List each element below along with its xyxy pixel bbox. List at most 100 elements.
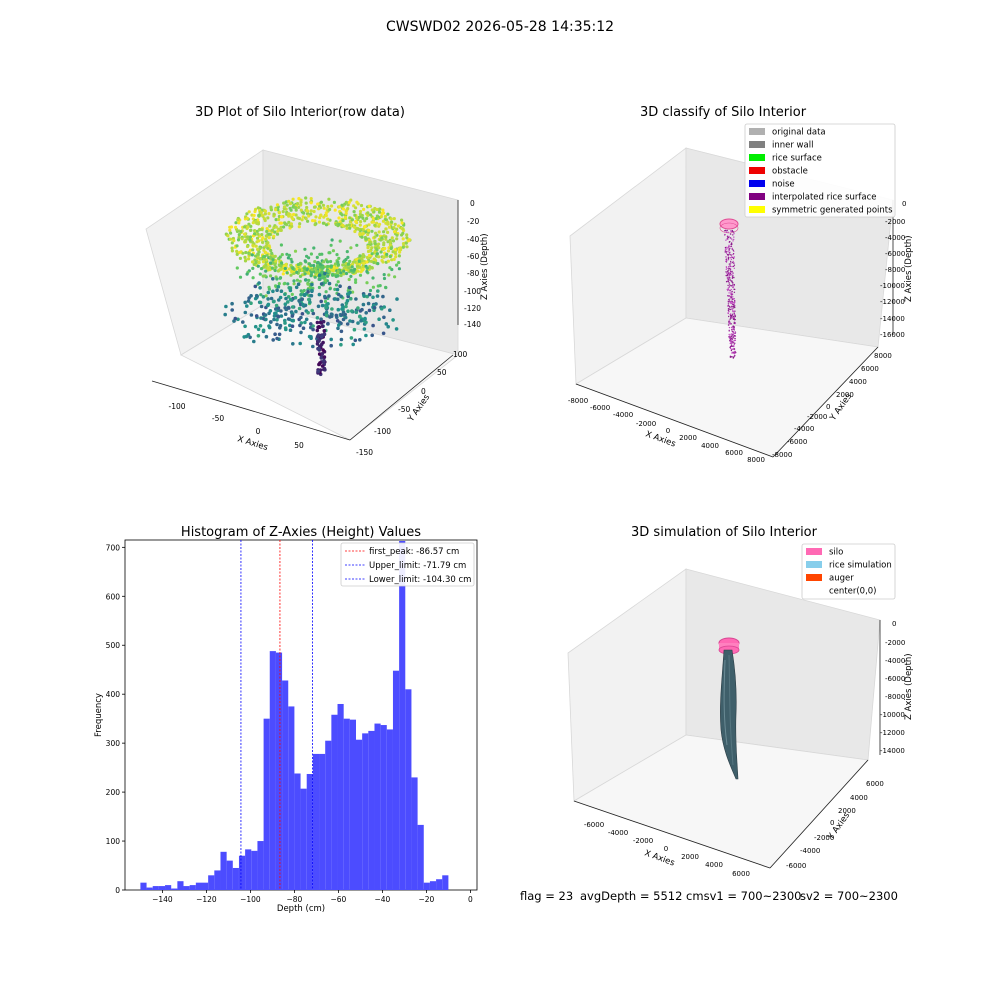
histogram-bar [183,886,190,890]
histogram-bar [300,788,307,890]
raw-point-cloud [223,196,412,377]
svg-text:-10000: -10000 [880,711,905,719]
svg-text:6000: 6000 [861,365,879,373]
svg-text:0: 0 [470,199,475,208]
legend-label-auger: auger [829,574,854,584]
legend-lower-limit: Lower_limit: -104.30 cm [369,575,471,585]
histogram-bar [245,849,252,890]
simulation-z-ticks: 0 -2000 -4000 -6000 -8000 -10000 -12000 … [880,620,905,755]
y-tick-label: 400 [106,690,121,699]
svg-text:-12000: -12000 [880,729,905,737]
svg-text:-6000: -6000 [885,675,905,683]
x-tick-label: −80 [286,895,302,904]
histogram-bar [362,733,369,890]
svg-text:-8000: -8000 [885,693,905,701]
svg-text:-120: -120 [464,304,481,313]
histogram-bar [294,773,301,890]
legend-swatch-noise [749,180,765,187]
svg-text:6000: 6000 [732,870,750,878]
simulation-legend: silo rice simulation auger center(0,0) [801,543,896,600]
svg-text:2000: 2000 [836,391,854,399]
histogram-bar [195,882,202,890]
histogram-bar [436,879,443,890]
legend-label-obstacle: obstacle [772,167,808,177]
svg-text:-8000: -8000 [568,397,588,405]
x-tick-label: −60 [330,895,346,904]
histogram-bar [349,719,356,890]
x-tick-label: −20 [418,895,434,904]
raw-z-ticks: 0 -20 -40 -60 -80 -100 -120 -140 [464,199,481,329]
svg-text:-6000: -6000 [590,404,610,412]
svg-text:100: 100 [453,350,468,359]
histogram-title: Histogram of Z-Axies (Height) Values [181,525,421,540]
svg-text:-2000: -2000 [633,837,653,845]
histogram-ylabel: Frequency [94,693,104,737]
histogram-bar [269,651,276,890]
svg-text:-8000: -8000 [885,266,905,274]
svg-text:2000: 2000 [681,853,699,861]
classify-title: 3D classify of Silo Interior [640,105,807,120]
figure-suptitle: CWSWD02 2026-05-28 14:35:12 [386,19,614,35]
simulation-axes-box [567,568,881,869]
histogram-bar [337,703,344,890]
svg-text:-4000: -4000 [885,234,905,242]
svg-text:2000: 2000 [679,434,697,442]
histogram-bar [146,887,153,890]
svg-text:-60: -60 [467,252,479,261]
legend-swatch-interpolated [749,193,765,200]
histogram-bar [405,689,412,890]
svg-text:-6000: -6000 [786,862,806,870]
svg-text:-140: -140 [464,320,481,329]
histogram-bar [442,875,449,890]
simulation-title: 3D simulation of Silo Interior [631,525,818,540]
histogram-bar [312,753,320,890]
panel-classify-3d: 3D classify of Silo Interior -8000 -6000… [568,105,914,464]
svg-text:-4000: -4000 [608,829,628,837]
legend-swatch-rice-simulation [806,561,822,568]
histogram-bar [343,718,350,890]
legend-label-symmetric: symmetric generated points [772,206,893,216]
y-tick-label: 600 [106,592,121,601]
histogram-bar [177,881,184,890]
svg-text:0: 0 [830,819,834,827]
histogram-bar [165,885,172,890]
svg-text:0: 0 [664,845,668,853]
raw-x-ticks: -100 -50 0 50 [168,402,304,450]
svg-text:6000: 6000 [725,449,743,457]
y-tick-label: 500 [106,641,121,650]
svg-text:-2000: -2000 [885,639,905,647]
svg-text:-4000: -4000 [794,425,814,433]
x-tick-label: −100 [240,895,261,904]
svg-text:-40: -40 [467,235,479,244]
svg-text:0: 0 [421,387,426,396]
svg-text:-4000: -4000 [885,657,905,665]
svg-text:-8000: -8000 [772,451,792,459]
classify-z-ticks: 0 -2000 -4000 -6000 -8000 -10000 -12000 … [880,200,906,339]
svg-text:-4000: -4000 [800,847,820,855]
svg-text:0: 0 [826,403,830,411]
svg-text:-50: -50 [398,405,410,414]
raw-xlabel: X Axies [236,434,269,453]
histogram-bar [220,851,227,890]
svg-text:-100: -100 [168,402,185,411]
histogram-bar [288,706,295,890]
histogram-bar [152,886,159,890]
histogram-bar [214,870,221,890]
histogram-bar [374,723,381,890]
histogram-bar [392,670,400,890]
histogram-bar [275,652,283,890]
svg-text:-100: -100 [374,427,391,436]
legend-swatch-symmetric [749,206,765,213]
histogram-bar [263,718,270,890]
simulation-x-ticks: -6000 -4000 -2000 0 2000 4000 6000 [584,821,750,878]
histogram-bar [417,824,424,890]
histogram-bar [325,740,332,890]
x-tick-label: −40 [374,895,390,904]
classify-point-cloud [724,229,737,359]
status-footer: flag = 23 avgDepth = 5512 cmsv1 = 700~23… [520,889,898,903]
svg-text:2000: 2000 [838,807,856,815]
histogram-bar [232,867,239,890]
histogram-y-ticks: 0 100 200 300 400 500 600 700 [106,543,125,895]
x-tick-label: −140 [152,895,173,904]
